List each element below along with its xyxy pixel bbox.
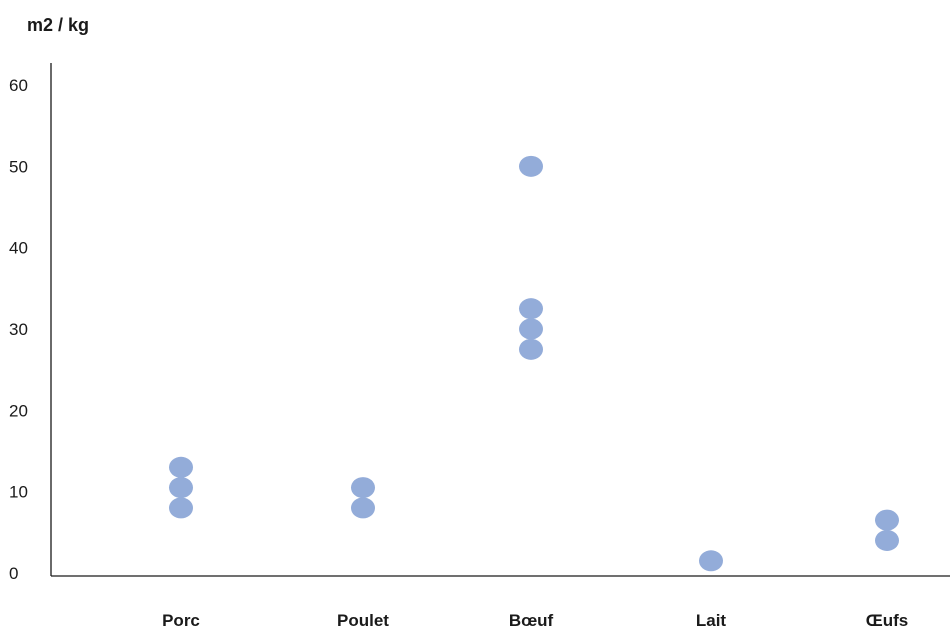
y-axis-unit-label: m2 / kg	[27, 15, 89, 35]
data-point	[875, 509, 899, 531]
data-point	[351, 497, 375, 519]
y-tick-label: 10	[9, 483, 28, 502]
y-tick-label: 0	[9, 564, 18, 583]
data-point	[351, 477, 375, 499]
x-category-label: Bœuf	[509, 611, 554, 630]
data-point	[169, 477, 193, 499]
data-point	[519, 338, 543, 360]
x-category-label: Œufs	[866, 611, 909, 630]
x-category-label: Lait	[696, 611, 727, 630]
data-point	[169, 456, 193, 478]
x-category-label: Porc	[162, 611, 200, 630]
y-tick-labels: 0 10 20 30 40 50 60	[9, 76, 28, 583]
y-tick-label: 50	[9, 157, 28, 176]
y-tick-label: 40	[9, 239, 28, 258]
x-category-labels: Porc Poulet Bœuf Lait Œufs	[162, 611, 908, 630]
y-tick-label: 30	[9, 320, 28, 339]
data-points	[169, 155, 899, 572]
x-category-label: Poulet	[337, 611, 389, 630]
data-point	[875, 529, 899, 551]
data-point	[519, 318, 543, 340]
data-point	[699, 550, 723, 572]
data-point	[169, 497, 193, 519]
y-tick-label: 20	[9, 401, 28, 420]
data-point	[519, 298, 543, 320]
y-tick-label: 60	[9, 76, 28, 95]
data-point	[519, 155, 543, 177]
